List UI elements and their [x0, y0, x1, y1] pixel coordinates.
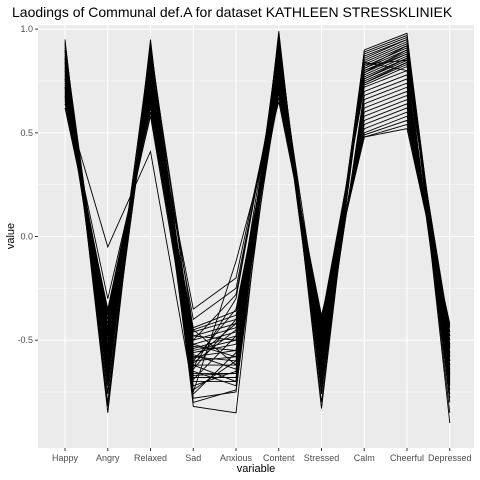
x-tick-label: Anxious	[220, 453, 253, 463]
x-tick-label: Cheerful	[390, 453, 424, 463]
x-axis-ticks: Happy Angry Relaxed Sad Anxious Content Stress…	[52, 448, 472, 463]
series-line	[64, 34, 451, 376]
series-line	[64, 44, 451, 380]
chart-title: Laodings of Communal def.A for dataset K…	[12, 4, 453, 20]
x-tick-label: Stressed	[304, 453, 340, 463]
y-tick-label: 0.0	[20, 232, 33, 242]
x-tick-label: Angry	[96, 453, 120, 463]
y-tick-label: 1.0	[20, 24, 33, 34]
x-tick-label: Relaxed	[134, 453, 167, 463]
x-tick-label: Calm	[354, 453, 375, 463]
x-tick-label: Depressed	[428, 453, 472, 463]
x-tick-label: Content	[263, 453, 295, 463]
series-lines	[64, 31, 451, 424]
x-tick-label: Sad	[185, 453, 201, 463]
y-tick-label: -0.5	[17, 335, 33, 345]
y-axis-ticks: 1.0 0.5 0.0 -0.5	[17, 24, 38, 345]
series-line	[64, 101, 451, 393]
y-tick-label: 0.5	[20, 128, 33, 138]
x-axis-label: variable	[237, 463, 276, 475]
y-axis-label: value	[5, 223, 17, 249]
x-tick-label: Happy	[52, 453, 79, 463]
